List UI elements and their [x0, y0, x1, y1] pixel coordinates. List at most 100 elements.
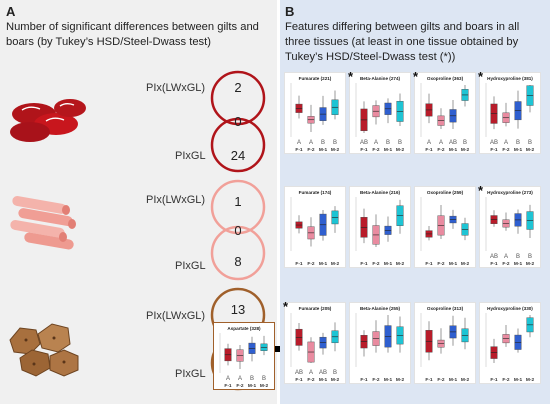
box-M-2 — [526, 315, 534, 338]
box-M-1 — [514, 209, 522, 234]
venn1-top-count: 2 — [234, 80, 242, 95]
significance-star-icon: * — [478, 69, 484, 84]
group-label: M-2 — [396, 261, 405, 267]
box-F-1 — [490, 210, 498, 227]
significance-letter: A — [238, 376, 242, 382]
significance-letter: AB — [490, 140, 498, 146]
boxplot-card-r2-c4: Hydroxyproline (273) AB F-1 A F-2 B M-1 B M-2 — [479, 186, 541, 268]
box-F-1 — [360, 208, 368, 244]
boxplot-card-r3-c4: Hydroxyproline (330) F-1 F-2 M-1 M-2 — [479, 302, 541, 384]
group-label: M-1 — [384, 261, 393, 267]
venn2-overlap-count: 0 — [234, 223, 242, 238]
significance-letter: B — [398, 140, 402, 146]
boxplot-card-r1-c2: Beta-Alanine (274) AB F-1 A F-2 B M-1 B M-2 — [349, 72, 411, 154]
group-label: F-1 — [490, 377, 498, 383]
plot-title: Hydroxyproline (273) — [487, 190, 533, 195]
group-label: F-1 — [224, 383, 232, 389]
box-M-2 — [331, 206, 339, 233]
boxplot-card-r2-c3-plot: Oxoproline (259) F-1 F-2 M-1 M-2 — [420, 190, 469, 267]
boxplot-card-r3-c2: Beta-Alanine (255) F-1 F-2 M-1 M-2 — [349, 302, 411, 384]
box-M-1 — [248, 336, 256, 362]
significance-letter: A — [226, 376, 230, 382]
panel-b-title-line3: Tukey’s HSD/Steel-Dwass test (*)) — [285, 51, 456, 63]
boxplot-card-r3-c1: Fumarate (205) AB F-1 A F-2 AB M-1 B M-2 — [284, 302, 346, 384]
boxplot-card-r1-c3: Oxoproline (363) A F-1 A F-2 AB M-1 B M-2 — [414, 72, 476, 154]
box-M-2 — [526, 85, 534, 113]
group-label: M-2 — [526, 261, 535, 267]
boxplot-card-r1-c1: Fumarate (221) A F-1 A F-2 B M-1 B M-2 — [284, 72, 346, 154]
boxplot-card-r3-c2-plot: Beta-Alanine (255) F-1 F-2 M-1 M-2 — [355, 306, 404, 383]
box-M-1 — [384, 98, 392, 124]
muscle-fiber-icon — [10, 196, 76, 250]
boxplot-card-r3-c3-plot: Oxoproline (313) F-1 F-2 M-1 M-2 — [420, 306, 469, 383]
significance-letter: AB — [319, 370, 327, 376]
group-label: F-2 — [372, 261, 380, 267]
adipose-tissue-icon — [9, 323, 79, 377]
aspartate-inset-card-plot: Aspartate (328)AF-1AF-2BM-1BM-2 — [219, 326, 268, 389]
group-label: F-1 — [360, 147, 368, 153]
boxplot-card-r1-c1-plot: Fumarate (221)AF-1AF-2BM-1BM-2 — [290, 76, 339, 153]
group-label: F-2 — [236, 383, 244, 389]
box-M-1 — [319, 95, 327, 125]
aspartate-inset-card: Aspartate (328) A F-1 A F-2 B M-1 B M-2 — [213, 322, 275, 390]
boxplot-card-r2-c1: Fumarate (174) F-1 F-2 M-1 M-2 — [284, 186, 346, 268]
significance-letter: B — [528, 254, 532, 260]
box-F-2 — [372, 100, 380, 125]
significance-letter: B — [321, 140, 325, 146]
significance-star-icon: * — [413, 69, 419, 84]
group-label: M-2 — [396, 147, 405, 153]
group-label: M-1 — [514, 261, 523, 267]
box-F-1 — [295, 95, 303, 119]
venn1-bottom-count: 24 — [230, 148, 246, 163]
group-label: M-2 — [526, 377, 535, 383]
group-label: F-2 — [372, 377, 380, 383]
significance-letter: A — [427, 140, 431, 146]
significance-star-icon: * — [478, 183, 484, 198]
plot-title: Beta-Alanine (216) — [360, 190, 401, 195]
group-label: F-1 — [490, 261, 498, 267]
venn1-overlap-count: 0 — [234, 114, 242, 129]
panel-a-title-line1: Number of significant differences betwee… — [6, 21, 259, 33]
box-M-2 — [396, 93, 404, 126]
boxplot-card-r2-c3: Oxoproline (259) F-1 F-2 M-1 M-2 — [414, 186, 476, 268]
group-label: F-2 — [372, 147, 380, 153]
panel-a-title: Number of significant differences betwee… — [6, 20, 259, 50]
box-F-2 — [236, 345, 244, 369]
box-F-1 — [425, 225, 433, 241]
box-F-2 — [502, 102, 510, 127]
venn2-bottom-label: PIxGL — [175, 260, 206, 272]
boxplot-card-r2-c1-plot: Fumarate (174) F-1 F-2 M-1 M-2 — [290, 190, 339, 267]
group-label: F-1 — [295, 377, 303, 383]
plot-title: Fumarate (174) — [299, 190, 332, 195]
group-label: M-1 — [248, 383, 257, 389]
box-F-1 — [360, 101, 368, 133]
group-label: F-1 — [490, 147, 498, 153]
box-F-1 — [490, 96, 498, 130]
box-M-2 — [396, 199, 404, 234]
panel-b-title-line1: Features differing between gilts and boa… — [285, 21, 520, 33]
plot-title: Aspartate (328) — [227, 326, 261, 331]
group-label: M-1 — [449, 261, 458, 267]
box-M-1 — [449, 315, 457, 346]
plot-title: Fumarate (221) — [299, 76, 332, 81]
significance-star-icon: * — [348, 69, 354, 84]
muscle-tissue-icon — [10, 99, 86, 142]
plot-title: Oxoproline (259) — [427, 190, 464, 195]
boxplot-card-r2-c2-plot: Beta-Alanine (216) F-1 F-2 M-1 M-2 — [355, 190, 405, 267]
group-label: F-1 — [295, 261, 303, 267]
group-label: F-1 — [360, 377, 368, 383]
boxplot-card-r2-c4-plot: Hydroxyproline (273)ABF-1AF-2BM-1BM-2 — [485, 190, 535, 267]
group-label: F-1 — [295, 147, 303, 153]
box-M-2 — [526, 204, 534, 239]
box-F-2 — [437, 205, 445, 240]
significance-letter: AB — [360, 140, 368, 146]
significance-letter: A — [504, 140, 508, 146]
group-label: M-2 — [526, 147, 535, 153]
box-F-1 — [295, 323, 303, 351]
box-M-1 — [319, 210, 327, 241]
boxplot-card-r1-c4-plot: Hydroxyproline (381)ABF-1AF-2BM-1BM-2 — [485, 76, 535, 153]
box-F-2 — [372, 214, 380, 247]
significance-letter: A — [309, 370, 313, 376]
group-label: F-1 — [425, 377, 433, 383]
